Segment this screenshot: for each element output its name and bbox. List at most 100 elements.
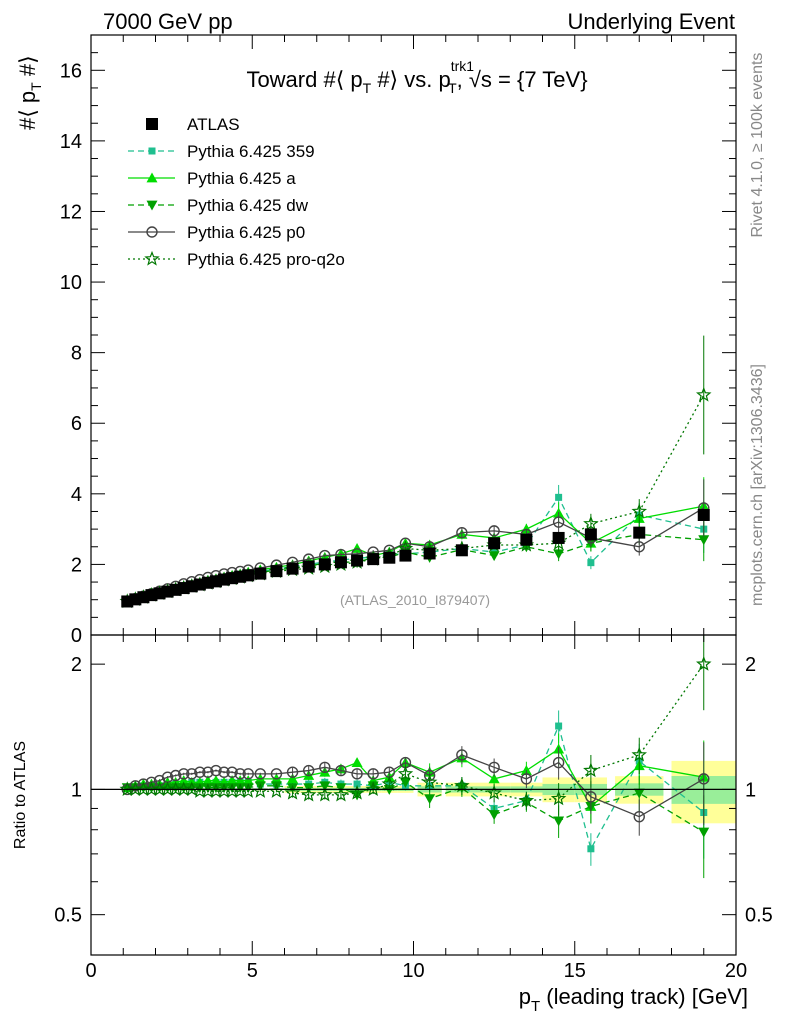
ratio-point	[218, 766, 230, 778]
legend-label: Pythia 6.425 359	[187, 142, 315, 161]
ratio-point	[154, 783, 166, 794]
legend-marker	[146, 200, 158, 211]
main-y-tick-label: 6	[71, 413, 82, 435]
x-axis-label: pT (leading track) [GeV]	[519, 984, 748, 1015]
ratio-y-tick-label-left: 0.5	[54, 905, 82, 927]
title-sub1: T	[363, 80, 372, 96]
ratio-point	[319, 781, 331, 792]
ratio-point	[194, 783, 206, 794]
ratio-point	[698, 827, 710, 838]
legend-entry: Pythia 6.425 p0	[128, 223, 305, 242]
ratio-point	[218, 783, 230, 794]
ratio-point	[242, 768, 254, 780]
ratio-series-layer	[119, 635, 712, 879]
legend-marker-p0	[128, 226, 175, 238]
legend-label: Pythia 6.425 dw	[187, 196, 309, 215]
atlas-data-point	[633, 526, 646, 539]
ratio-point	[286, 766, 299, 778]
ratio-y-axis-label: Ratio to ATLAS	[12, 741, 29, 849]
ratio-point	[633, 788, 645, 799]
ratio-line	[127, 754, 705, 818]
ratio-point	[194, 766, 206, 778]
ratio-point	[518, 792, 535, 808]
ratio-point	[202, 775, 214, 785]
atlas-data-point	[242, 569, 255, 582]
ratio-point	[488, 761, 500, 774]
ratio-point	[698, 773, 710, 785]
ratio-point	[421, 774, 438, 789]
ratio-point	[300, 786, 317, 802]
legend-entry: Pythia 6.425 359	[128, 142, 315, 161]
x-tick-label: 0	[85, 960, 96, 982]
ratio-line	[127, 663, 705, 802]
atlas-data-point	[488, 537, 501, 550]
ratio-point	[234, 775, 246, 785]
legend-marker	[146, 226, 158, 238]
data-point	[553, 549, 565, 560]
ratio-point	[287, 773, 299, 784]
ratio-point	[270, 768, 283, 780]
ratio-point	[210, 783, 222, 794]
ratio-point	[367, 768, 379, 780]
ratio-point	[202, 766, 214, 778]
ratio-point	[399, 777, 411, 788]
ratio-point	[145, 776, 158, 789]
main-y-tick-label: 14	[60, 131, 82, 153]
data-point	[552, 516, 565, 528]
ratio-point	[381, 775, 398, 791]
legend-entry: Pythia 6.425 pro-q2o	[128, 250, 345, 269]
legend-marker-dw	[128, 200, 175, 211]
title-sub2: T	[448, 80, 457, 96]
atlas-data-point	[302, 560, 315, 573]
legend-marker-359	[128, 147, 175, 155]
atlas-data-point	[383, 551, 396, 564]
header-right: Underlying Event	[567, 9, 735, 34]
x-label-suffix: (leading track) [GeV]	[540, 984, 748, 1009]
ratio-point	[520, 773, 533, 785]
atlas-data-point	[318, 558, 331, 571]
ratio-point	[488, 773, 500, 784]
legend-label: Pythia 6.425 pro-q2o	[187, 250, 345, 269]
ratio-point	[633, 810, 645, 823]
ratio-point	[555, 722, 563, 730]
ratio-point	[486, 784, 502, 800]
rivet-version-label: Rivet 4.1.0, ≥ 100k events	[749, 53, 766, 238]
title-mid1: #⟩ vs. p	[371, 67, 451, 92]
ratio-point	[178, 768, 190, 780]
svg-text:#⟨ pT #⟩: #⟨ pT #⟩	[15, 55, 44, 130]
data-point	[456, 526, 468, 539]
ratio-point	[365, 781, 381, 797]
ratio-point	[184, 781, 200, 797]
ratio-plot-frame	[90, 634, 737, 956]
main-y-tick-label: 10	[60, 272, 82, 294]
legend-label: Pythia 6.425 p0	[187, 223, 305, 242]
ratio-point	[351, 768, 363, 780]
ratio-point	[631, 746, 648, 762]
svg-text:pT (leading track) [GeV]: pT (leading track) [GeV]	[519, 984, 748, 1015]
ratio-point	[552, 756, 565, 769]
data-point	[633, 541, 645, 553]
atlas-data-point	[455, 544, 468, 557]
atlas-data-point	[584, 528, 597, 541]
ratio-point	[178, 775, 190, 785]
main-y-label-prefix: #⟨ p	[15, 91, 40, 130]
data-point	[587, 559, 595, 567]
legend-entry: Pythia 6.425 dw	[128, 196, 309, 215]
ratio-point	[226, 775, 238, 785]
title-sup2: trk1	[451, 58, 475, 74]
atlas-data-point	[552, 531, 565, 544]
ratio-point	[317, 786, 333, 802]
ratio-y-tick-labels: 0.5 1 2 0.5 1 2	[54, 654, 773, 927]
ratio-point	[550, 790, 567, 806]
ratio-point	[210, 764, 222, 777]
main-y-axis-label: #⟨ pT #⟩	[15, 55, 44, 130]
ratio-point	[488, 810, 500, 821]
main-y-label-sub: T	[28, 82, 44, 91]
ratio-point	[319, 761, 331, 774]
mcplots-label: mcplots.cern.ch [arXiv:1306.3436]	[749, 364, 766, 606]
ratio-point	[333, 786, 349, 802]
legend-label: Pythia 6.425 a	[187, 169, 296, 188]
ratio-y-tick-label-left: 1	[71, 779, 82, 801]
x-label-prefix: p	[519, 984, 531, 1009]
